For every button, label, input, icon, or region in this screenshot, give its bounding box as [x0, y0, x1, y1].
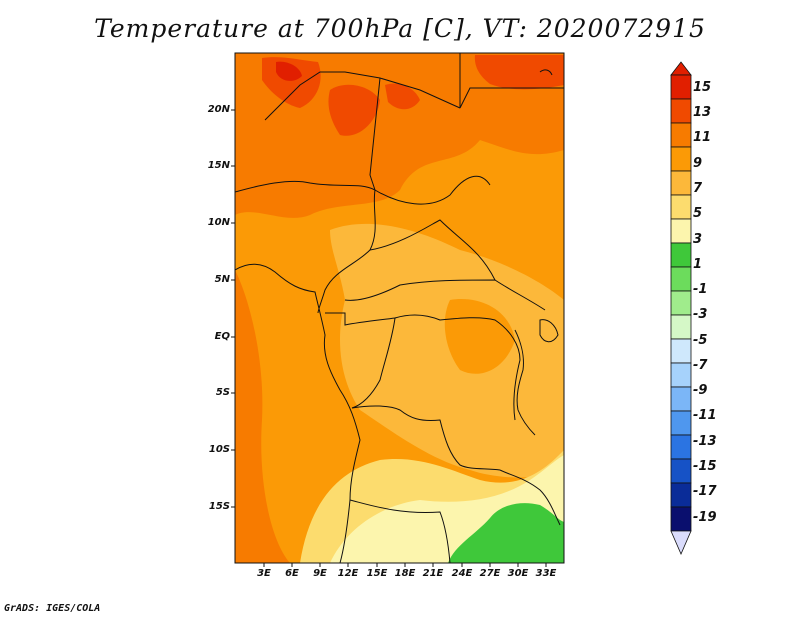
lon-label-9e: 9E	[313, 568, 327, 579]
border-chad-car	[369, 219, 496, 281]
colorbar-label: -7	[693, 358, 708, 373]
lat-label-eq: EQ	[214, 331, 230, 342]
axis-ticks	[231, 109, 547, 567]
colorbar	[670, 61, 692, 556]
lon-label-12e: 12E	[337, 568, 359, 579]
field-15-peak	[276, 61, 302, 81]
border-zambia	[499, 469, 561, 526]
lat-label-15s: 15S	[208, 501, 230, 512]
colorbar-box	[670, 218, 692, 244]
colorbar-box	[670, 338, 692, 364]
lon-label-27e: 27E	[479, 568, 501, 579]
colorbar-box	[670, 362, 692, 388]
colorbar-label: 1	[693, 257, 703, 272]
border-nigeria-cameroon	[317, 189, 376, 314]
colorbar-label: 9	[693, 156, 703, 171]
colorbar-label: -15	[693, 459, 717, 474]
colorbar-label: -3	[693, 307, 708, 322]
lat-label-5s: 5S	[215, 387, 230, 398]
colorbar-label: 5	[693, 206, 703, 221]
colorbar-box	[670, 458, 692, 484]
coastline-west	[235, 263, 361, 563]
border-niger-chad	[369, 77, 381, 191]
lon-label-24e: 24E	[451, 568, 473, 579]
colorbar-label: -13	[693, 434, 717, 449]
lake-victoria-outline	[539, 319, 559, 343]
border-congo-gabon	[325, 312, 396, 409]
lon-label-3e: 3E	[257, 568, 271, 579]
credit-text: GrADS: IGES/COLA	[4, 603, 101, 614]
lat-label-10s: 10S	[208, 444, 230, 455]
lat-label-5n: 5N	[214, 274, 230, 285]
colorbar-label: 7	[693, 181, 703, 196]
colorbar-label: 11	[693, 130, 712, 145]
colorbar-box	[670, 74, 692, 100]
colorbar-box	[670, 506, 692, 532]
colorbar-top-arrow	[670, 61, 692, 76]
border-algeria-niger	[264, 71, 461, 121]
colorbar-box	[670, 410, 692, 436]
border-angola-namibia	[349, 499, 451, 563]
field-13to15-ne	[474, 55, 564, 90]
border-libya-egypt	[459, 53, 564, 109]
colorbar-box	[670, 98, 692, 124]
chart-title: Temperature at 700hPa [C], VT: 202007291…	[94, 14, 706, 43]
colorbar-label: -1	[693, 282, 708, 297]
field-13to15-center	[328, 84, 380, 136]
colorbar-box	[670, 266, 692, 292]
colorbar-label: 15	[693, 80, 712, 95]
colorbar-box	[670, 314, 692, 340]
colorbar-label: -17	[693, 484, 717, 499]
lon-label-33e: 33E	[535, 568, 557, 579]
field-11to13-north	[235, 53, 564, 218]
colorbar-label: -11	[693, 408, 717, 423]
field-11to13-west	[235, 270, 290, 563]
temperature-field	[235, 53, 564, 563]
border-niger-nigeria	[235, 180, 376, 193]
colorbar-bottom-arrow	[670, 530, 692, 556]
colorbar-box	[670, 194, 692, 220]
lon-label-21e: 21E	[422, 568, 444, 579]
colorbar-box	[670, 122, 692, 148]
colorbar-label: -9	[693, 383, 708, 398]
map-frame	[234, 52, 565, 564]
lake-tanganyika-outline	[514, 329, 536, 436]
lon-label-6e: 6E	[285, 568, 299, 579]
colorbar-box	[670, 146, 692, 172]
border-car-drc	[344, 279, 546, 311]
colorbar-box	[670, 482, 692, 508]
lat-label-20n: 20N	[207, 104, 230, 115]
border-angola-drc	[351, 405, 501, 471]
colorbar-box	[670, 434, 692, 460]
colorbar-box	[670, 242, 692, 268]
lon-label-30e: 30E	[507, 568, 529, 579]
lon-label-15e: 15E	[366, 568, 388, 579]
lat-label-15n: 15N	[207, 160, 230, 171]
border-chad-sudan	[374, 175, 491, 205]
colorbar-label: 13	[693, 105, 712, 120]
lat-label-10n: 10N	[207, 217, 230, 228]
colorbar-label: -19	[693, 510, 717, 525]
colorbar-box	[670, 290, 692, 316]
lon-label-18e: 18E	[394, 568, 416, 579]
field-7to9-central	[330, 223, 564, 478]
colorbar-label: 3	[693, 232, 703, 247]
colorbar-label: -5	[693, 333, 708, 348]
field-13to15-east	[385, 83, 420, 110]
field-1to3-southeast	[448, 503, 564, 563]
colorbar-box	[670, 170, 692, 196]
coastlines-borders	[235, 53, 564, 563]
colorbar-box	[670, 386, 692, 412]
nile-detail	[539, 69, 553, 76]
border-drc-north	[394, 314, 521, 421]
